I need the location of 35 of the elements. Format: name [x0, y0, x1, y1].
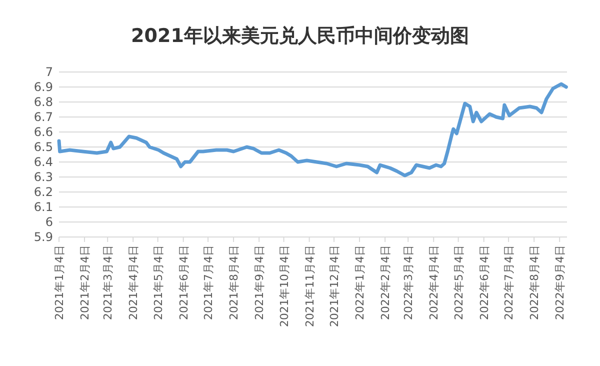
- x-tick-label: 2022年7月4日: [502, 245, 516, 320]
- y-tick-label: 6.1: [34, 200, 53, 214]
- x-tick-label: 2022年5月4日: [452, 245, 466, 320]
- x-tick-label: 2022年9月4日: [554, 245, 567, 320]
- x-tick-label: 2022年1月4日: [354, 245, 367, 320]
- x-tick-label: 2021年7月4日: [202, 245, 216, 320]
- x-tick-label: 2021年5月4日: [152, 245, 165, 320]
- y-tick-label: 5.9: [34, 230, 53, 244]
- line-series: [57, 82, 568, 178]
- x-tick-label: 2021年6月4日: [177, 245, 190, 320]
- y-tick-label: 6.6: [34, 125, 53, 139]
- y-tick-label: 6.8: [34, 95, 53, 109]
- x-tick-label: 2021年3月4日: [102, 245, 115, 320]
- y-tick-label: 6.3: [34, 170, 53, 184]
- y-tick-label: 6.2: [34, 185, 53, 199]
- x-tick-label: 2022年3月4日: [402, 245, 416, 320]
- x-tick-label: 2021年1月4日: [53, 245, 66, 320]
- x-tick-label: 2022年8月4日: [528, 245, 542, 320]
- x-tick-label: 2021年2月4日: [78, 245, 92, 320]
- y-tick-label: 6.4: [34, 155, 53, 169]
- x-tick-label: 2021年9月4日: [253, 245, 266, 320]
- x-tick-label: 2021年12月4日: [328, 245, 341, 327]
- x-tick-label: 2021年8月4日: [228, 245, 241, 320]
- y-tick-label: 6.7: [34, 110, 53, 124]
- y-tick-label: 6.5: [34, 140, 53, 154]
- x-tick-label: 2021年4月4日: [127, 245, 140, 320]
- y-tick-label: 7: [45, 65, 53, 79]
- chart-title: 2021年以来美元兑人民币中间价变动图: [131, 25, 469, 47]
- x-tick-label: 2022年6月4日: [478, 245, 491, 320]
- y-tick-label: 6: [45, 215, 53, 229]
- x-tick-label: 2022年4月4日: [428, 245, 441, 320]
- x-tick-label: 2021年10月4日: [278, 245, 291, 327]
- y-tick-label: 6.9: [34, 80, 53, 94]
- x-tick-label: 2022年2月4日: [379, 245, 392, 320]
- x-tick-label: 2021年11月4日: [303, 245, 316, 327]
